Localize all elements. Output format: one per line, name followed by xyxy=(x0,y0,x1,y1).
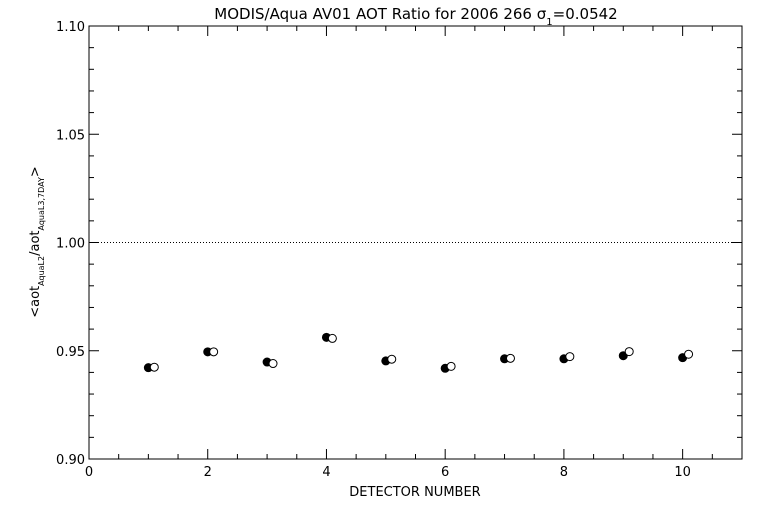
x-axis-ticks: 0 2 4 6 8 10 xyxy=(85,26,743,480)
x-axis-label: DETECTOR NUMBER xyxy=(349,485,480,500)
chart-title-sub: 1 xyxy=(546,17,552,28)
open-point xyxy=(446,361,456,371)
open-point xyxy=(684,349,694,359)
x-tick-label: 4 xyxy=(322,465,330,480)
open-point xyxy=(624,347,634,357)
y-tick-label: 1.10 xyxy=(56,20,85,35)
open-point xyxy=(149,362,159,372)
y-tick-label: 0.90 xyxy=(56,453,85,468)
y-axis-ticks: 0.90 0.95 1.00 1.05 1.10 xyxy=(56,20,742,468)
y-tick-label: 1.05 xyxy=(56,128,85,143)
chart-title-main: MODIS/Aqua AV01 AOT Ratio for 2006 266 σ xyxy=(214,5,546,23)
open-point xyxy=(505,353,515,363)
y-tick-label: 0.95 xyxy=(56,345,85,360)
x-tick-label: 6 xyxy=(441,465,449,480)
y-axis-label-mid: /aot xyxy=(28,230,43,255)
y-axis-label-sub2: AquaL3,7DAY xyxy=(37,177,46,230)
y-tick-label: 1.00 xyxy=(56,237,85,252)
x-tick-label: 10 xyxy=(674,465,691,480)
x-tick-label: 2 xyxy=(204,465,212,480)
chart-title-suffix: =0.0542 xyxy=(553,5,618,23)
chart-title: MODIS/Aqua AV01 AOT Ratio for 2006 266 σ… xyxy=(214,5,617,28)
open-point xyxy=(565,352,575,362)
y-axis-label: <aotAquaL2/aotAquaL3,7DAY> xyxy=(28,166,46,318)
x-tick-label: 8 xyxy=(560,465,568,480)
data-points xyxy=(143,332,694,373)
open-point xyxy=(387,354,397,364)
open-point xyxy=(268,359,278,369)
y-axis-label-suffix: > xyxy=(28,166,43,177)
y-axis-label-sub1: AquaL2 xyxy=(37,256,46,286)
open-point xyxy=(209,347,219,357)
open-point xyxy=(327,333,337,343)
y-axis-label-prefix: <aot xyxy=(28,286,43,318)
x-tick-label: 0 xyxy=(85,465,93,480)
